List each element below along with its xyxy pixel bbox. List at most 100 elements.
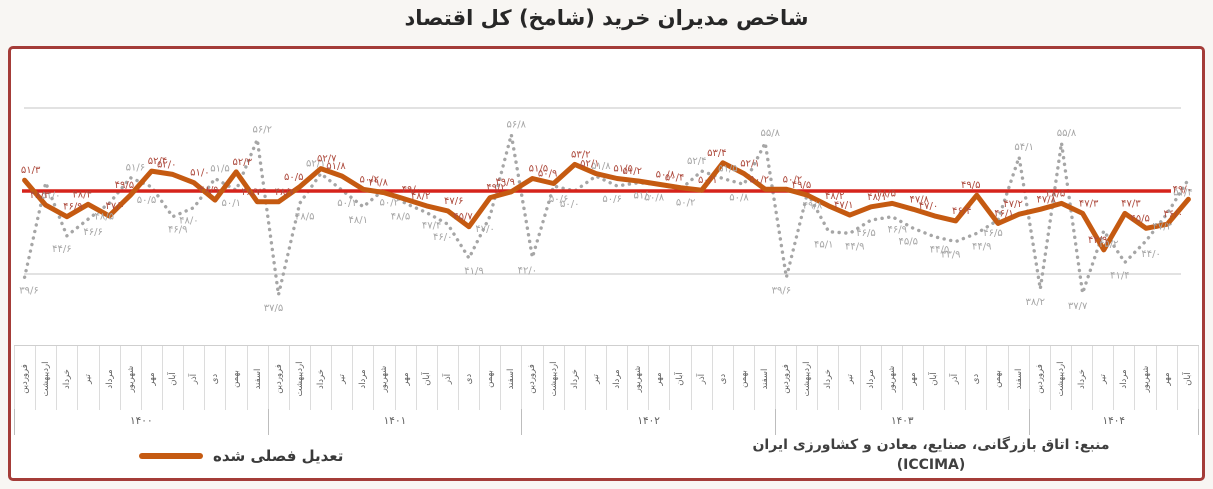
adjusted-point-label: ۴۸/۴ xyxy=(72,189,91,200)
month-label: مهر xyxy=(649,346,671,410)
adjusted-point-label: ۴۹/۰ xyxy=(1173,184,1192,195)
raw-point-label: ۵۱/۰ xyxy=(41,191,60,202)
raw-point-label: ۵۱/۸ xyxy=(591,161,611,172)
raw-point-label: ۴۱/۹ xyxy=(464,266,483,277)
adjusted-point-label: ۵۰/۲ xyxy=(749,174,768,185)
month-label: آذر xyxy=(438,346,459,410)
adjusted-point-label: ۴۷/۸ xyxy=(1037,194,1057,205)
month-label: آبان xyxy=(924,346,946,410)
adjusted-point-label: ۴۸/۹ xyxy=(199,185,218,196)
adjusted-point-label: ۴۷/۳ xyxy=(1121,198,1141,209)
adjusted-point-label: ۵۰/۵ xyxy=(284,172,303,183)
month-label: اردیبهشت xyxy=(290,346,311,410)
adjusted-series-line xyxy=(22,160,1191,253)
adjusted-point-label: ۵۲/۴ xyxy=(148,156,167,167)
month-label: اسفند xyxy=(755,346,777,410)
month-label: دی xyxy=(713,346,734,410)
raw-point-label: ۴۷/۴ xyxy=(422,221,441,232)
adjusted-point-label: ۴۲/۹ xyxy=(1088,235,1107,246)
adjusted-point-label: ۵۲/۳ xyxy=(232,157,252,168)
adjusted-point-label: ۴۸/۷ xyxy=(275,187,295,198)
adjusted-point-label: ۴۹/۵ xyxy=(792,180,811,191)
month-label: مرداد xyxy=(100,346,121,410)
month-label: مهر xyxy=(142,346,163,410)
adjusted-series-label: تعدیل فصلی شده xyxy=(213,447,344,465)
month-label: مرداد xyxy=(861,346,882,410)
source-org-acronym: (ICCIMA) xyxy=(896,457,966,474)
raw-point-label: ۴۷/۳ xyxy=(1153,221,1173,232)
raw-point-label: ۴۸/۵ xyxy=(295,211,314,222)
adjusted-point-label: ۴۸/۵ xyxy=(1046,188,1065,199)
raw-point-label: ۴۶/۵ xyxy=(856,228,875,239)
month-label: خرداد xyxy=(1072,346,1094,410)
adjusted-point-label: ۴۵/۷ xyxy=(453,212,473,223)
raw-point-label: ۴۷/۰ xyxy=(475,224,494,235)
raw-series-line xyxy=(22,132,1191,297)
raw-point-label: ۴۵/۲ xyxy=(1099,239,1118,250)
chart-legend: تعدیل فصلی شده xyxy=(139,443,343,469)
month-label: آبان xyxy=(1178,346,1199,410)
adjusted-point-label: ۴۷/۲ xyxy=(1003,199,1022,210)
adjusted-point-label: ۴۸/۲ xyxy=(825,191,844,202)
raw-point-label: ۵۰/۲ xyxy=(676,197,695,208)
adjusted-point-label: ۴۸/۲ xyxy=(411,191,430,202)
month-label: خرداد xyxy=(311,346,333,410)
raw-point-label: ۴۶/۶ xyxy=(83,227,102,238)
year-label: ۱۴۰۳ xyxy=(776,409,1030,435)
adjusted-point-label: ۵۱/۸ xyxy=(326,161,346,172)
adjusted-point-label: ۵۱/۳ xyxy=(21,165,41,176)
raw-point-label: ۴۵/۵ xyxy=(899,236,918,247)
raw-point-label: ۴۸/۵ xyxy=(94,211,113,222)
adjusted-point-label: ۴۷/۱ xyxy=(834,200,853,211)
month-label: آذر xyxy=(184,346,206,410)
adjusted-point-label: ۵۲/۱ xyxy=(580,159,599,170)
month-label: دی xyxy=(205,346,227,410)
month-label: خرداد xyxy=(818,346,840,410)
adjusted-point-label: ۵۲/۱ xyxy=(740,159,759,170)
raw-point-label: ۴۴/۵ xyxy=(930,245,949,256)
source-note: منبع: اتاق بازرگانی، صنایع، معادن و کشاو… xyxy=(696,435,1166,476)
raw-point-label: ۵۵/۸ xyxy=(1057,128,1077,139)
month-label: اردیبهشت xyxy=(544,346,565,410)
month-label: اسفند xyxy=(1009,346,1030,410)
month-label: شهریور xyxy=(628,346,650,410)
adjusted-point-label: ۵۰/۱ xyxy=(698,175,717,186)
adjusted-point-label: ۴۸/۵ xyxy=(876,188,895,199)
adjusted-point-label: ۴۶/۰ xyxy=(1164,209,1183,220)
raw-point-label: ۵۱/۰ xyxy=(633,191,652,202)
adjusted-point-label: ۵۰/۴ xyxy=(665,173,684,184)
raw-point-label: ۵۰/۸ xyxy=(729,192,749,203)
month-label: مرداد xyxy=(353,346,375,410)
month-label: فروردین xyxy=(522,346,544,410)
adjusted-point-label: ۴۸/۳ xyxy=(30,190,50,201)
raw-point-label: ۴۲/۰ xyxy=(518,265,537,276)
month-label: تیر xyxy=(78,346,100,410)
adjusted-point-label: ۴۸/۷ xyxy=(242,187,262,198)
raw-point-label: ۴۴/۹ xyxy=(972,241,991,252)
raw-point-label: ۵۶/۲ xyxy=(253,125,272,136)
raw-point-label: ۵۰/۶ xyxy=(602,194,621,205)
month-label: شهریور xyxy=(882,346,903,410)
month-label: خرداد xyxy=(565,346,586,410)
month-label: آذر xyxy=(692,346,713,410)
year-label: ۱۴۰۰ xyxy=(14,409,269,435)
adjusted-point-label: ۴۷/۳ xyxy=(1079,198,1099,209)
adjusted-point-label: ۴۵/۵ xyxy=(1130,213,1149,224)
raw-point-label: ۴۶/۹ xyxy=(887,225,906,236)
adjusted-point-label: ۵۱/۵ xyxy=(613,164,632,175)
raw-point-label: ۵۰/۲ xyxy=(380,197,399,208)
month-label: مرداد xyxy=(607,346,629,410)
raw-point-label: ۵۱/۴ xyxy=(1173,187,1192,198)
month-label: آبان xyxy=(670,346,692,410)
month-label: اسفند xyxy=(248,346,269,410)
adjusted-point-label: ۵۳/۴ xyxy=(707,148,726,159)
adjusted-point-label: ۴۷/۰ xyxy=(105,201,124,212)
raw-point-label: ۴۵/۱ xyxy=(814,240,833,251)
adjusted-point-label: ۵۱/۰ xyxy=(190,168,209,179)
month-label: اردیبهشت xyxy=(797,346,819,410)
raw-point-label: ۵۰/۰ xyxy=(560,199,579,210)
year-label: ۱۴۰۱ xyxy=(269,409,523,435)
month-label: آذر xyxy=(945,346,967,410)
raw-point-label: ۳۹/۶ xyxy=(772,285,791,296)
year-label: ۱۴۰۴ xyxy=(1030,409,1199,435)
